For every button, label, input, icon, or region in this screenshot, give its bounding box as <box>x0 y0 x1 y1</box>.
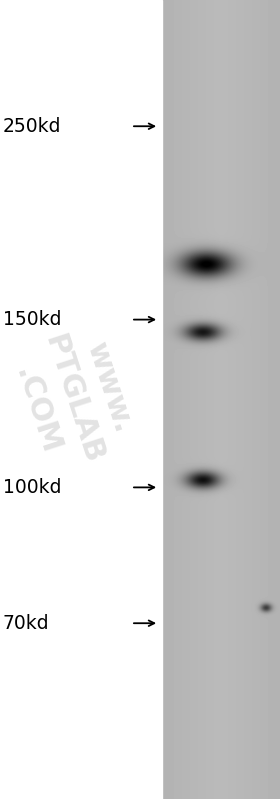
Text: 70kd: 70kd <box>3 614 50 633</box>
Text: 100kd: 100kd <box>3 478 61 497</box>
Text: 150kd: 150kd <box>3 310 61 329</box>
Text: 250kd: 250kd <box>3 117 61 136</box>
Text: www.
PTGLAB
.COM: www. PTGLAB .COM <box>2 320 144 479</box>
Bar <box>0 0 162 799</box>
